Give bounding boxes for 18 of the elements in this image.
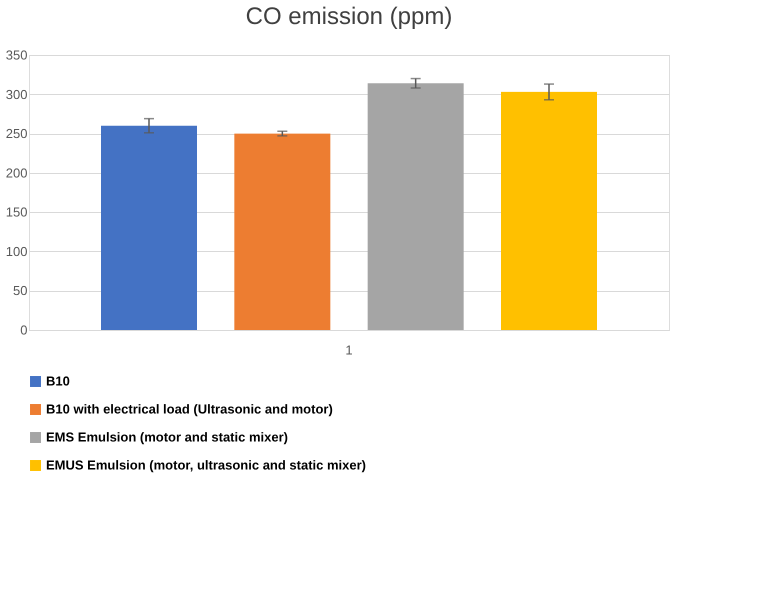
legend-label: B10 with electrical load (Ultrasonic and motor) — [46, 402, 333, 416]
y-tick-label: 300 — [6, 86, 28, 102]
chart-title: CO emission (ppm) — [246, 3, 452, 30]
legend-label: EMUS Emulsion (motor, ultrasonic and static mixer) — [46, 458, 366, 472]
bar — [234, 134, 330, 330]
legend-label: EMS Emulsion (motor and static mixer) — [46, 430, 288, 444]
y-tick-label: 100 — [6, 244, 28, 259]
y-tick-label: 250 — [6, 126, 28, 142]
legend-label: B10 — [46, 374, 70, 388]
y-tick-label: 350 — [6, 48, 28, 62]
x-tick-label: 1 — [345, 342, 353, 358]
y-tick-label: 0 — [20, 322, 28, 338]
y-tick-label: 50 — [13, 283, 28, 298]
y-tick-label: 150 — [6, 204, 28, 220]
bar — [368, 83, 464, 330]
y-tick-label: 200 — [6, 165, 28, 180]
bar — [101, 126, 197, 330]
bar — [501, 92, 597, 330]
